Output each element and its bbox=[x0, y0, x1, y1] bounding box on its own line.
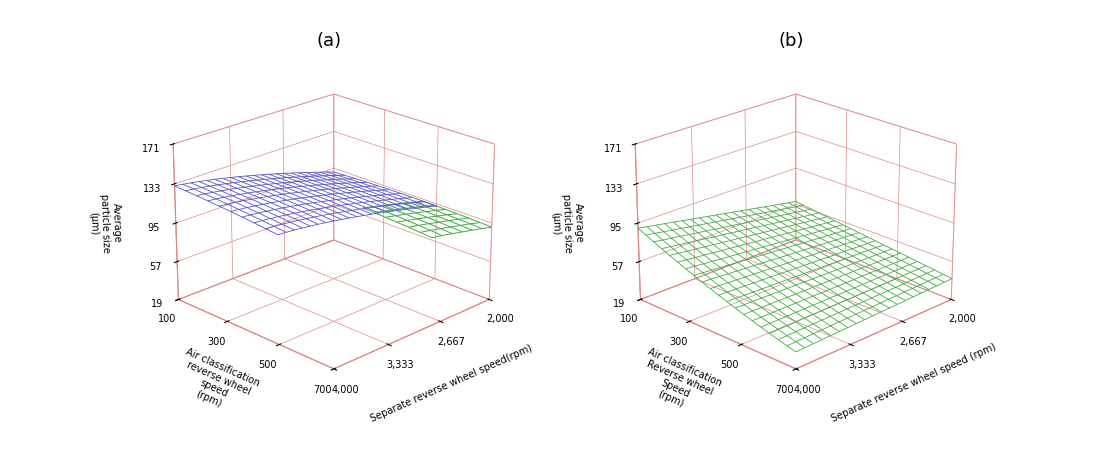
X-axis label: Separate reverse wheel speed(rpm): Separate reverse wheel speed(rpm) bbox=[369, 343, 534, 424]
Y-axis label: Air classification
Reverse wheel
Speed
(rpm): Air classification Reverse wheel Speed (… bbox=[632, 346, 724, 420]
Y-axis label: Air classification
reverse wheel
speed
(rpm): Air classification reverse wheel speed (… bbox=[171, 346, 261, 420]
Title: (a): (a) bbox=[317, 32, 342, 50]
Title: (b): (b) bbox=[778, 32, 804, 50]
X-axis label: Separate reverse wheel speed (rpm): Separate reverse wheel speed (rpm) bbox=[830, 342, 998, 424]
